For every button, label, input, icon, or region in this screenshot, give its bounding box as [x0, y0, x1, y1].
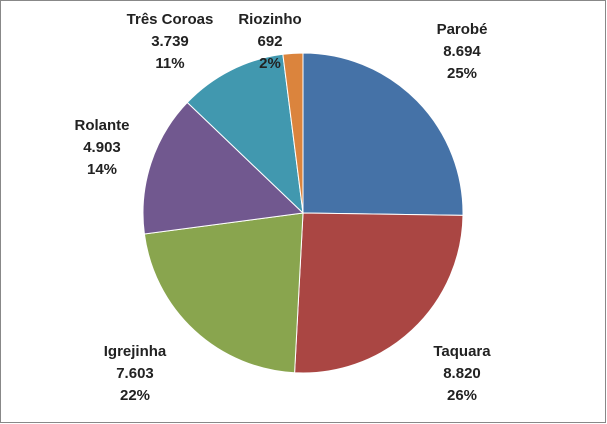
slice-label-percent: 14%: [87, 161, 117, 178]
slice-label-percent: 11%: [155, 55, 184, 72]
slice-label-name: Riozinho: [238, 11, 301, 28]
pie-slice: [143, 212, 304, 374]
pie-slice: [302, 52, 464, 216]
slice-label-value: 8.694: [443, 43, 481, 60]
slice-label-name: Três Coroas: [127, 11, 214, 28]
pie-slice: [186, 53, 304, 215]
pie-slice: [142, 101, 305, 235]
slice-label-value: 692: [257, 33, 282, 50]
pie-slice: [282, 52, 304, 214]
slice-label-value: 7.603: [116, 365, 154, 382]
pie-slice: [294, 212, 464, 374]
slice-label-value: 4.903: [83, 139, 121, 156]
slice-label-name: Taquara: [433, 343, 491, 360]
slice-label-name: Rolante: [74, 117, 129, 134]
slice-label-name: Igrejinha: [104, 343, 167, 360]
slice-label-percent: 26%: [447, 387, 477, 404]
slice-label-percent: 22%: [120, 387, 150, 404]
slice-label-percent: 25%: [447, 65, 477, 82]
slice-label-name: Parobé: [437, 21, 488, 38]
slice-label-value: 3.739: [151, 33, 189, 50]
slice-label-percent: 2%: [259, 55, 281, 72]
slice-label-value: 8.820: [443, 365, 481, 382]
